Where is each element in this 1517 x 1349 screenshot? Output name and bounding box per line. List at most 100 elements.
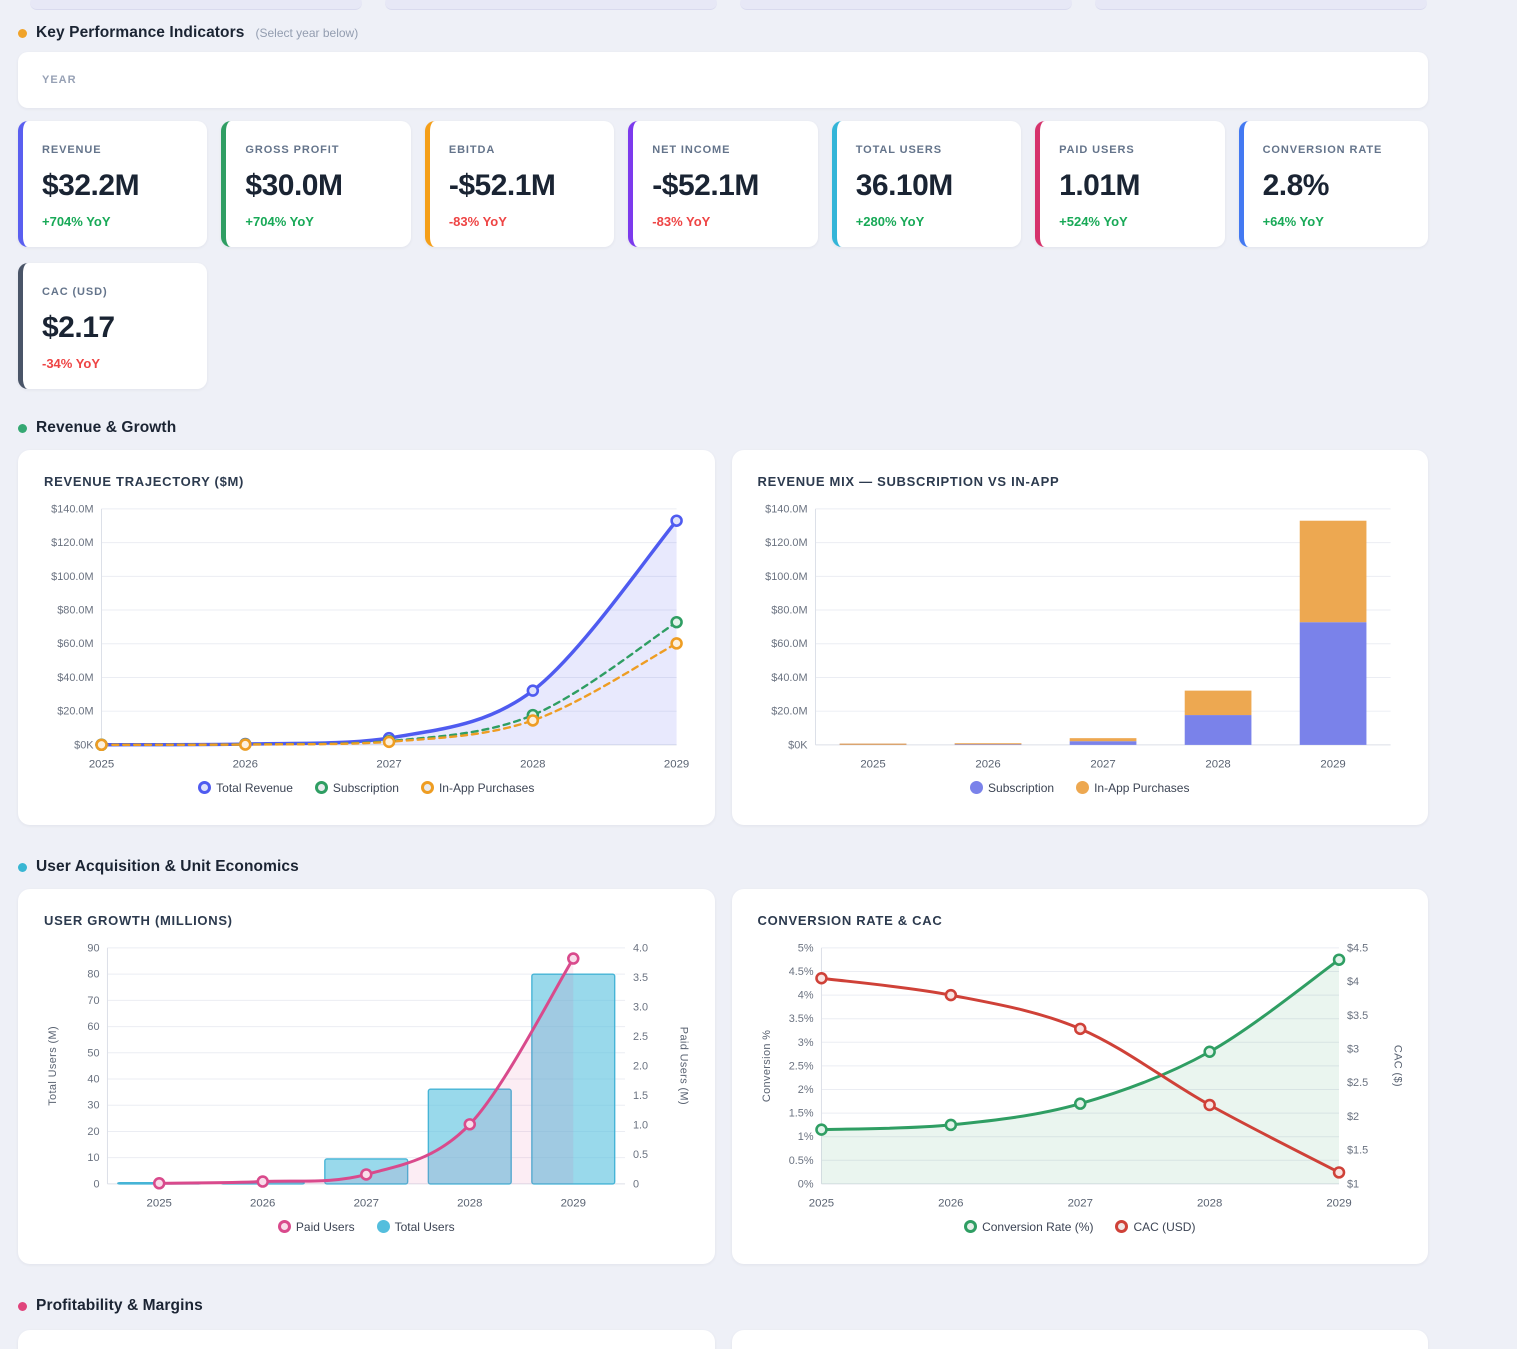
kpi-label: EBITDA xyxy=(448,144,496,156)
svg-text:1.5%: 1.5% xyxy=(788,1108,813,1120)
legend-item[interactable]: Total Revenue xyxy=(198,781,293,795)
svg-text:70: 70 xyxy=(87,995,99,1007)
legend-item[interactable]: In-App Purchases xyxy=(1076,781,1189,795)
svg-text:2025: 2025 xyxy=(89,759,114,771)
kpi-card: CAC (USD) $2.17 -34% YoY xyxy=(18,263,208,389)
svg-text:$120.0M: $120.0M xyxy=(765,537,807,549)
kpi-label: CAC (USD) xyxy=(42,286,108,298)
svg-text:2029: 2029 xyxy=(664,759,689,771)
svg-text:$2.5: $2.5 xyxy=(1346,1077,1367,1089)
svg-text:Total Users (M): Total Users (M) xyxy=(47,1026,59,1106)
legend-label: In-App Purchases xyxy=(438,780,535,795)
conversion-cac-plot: 0% 0.5% 1% 1.5% 2% 2.5% 3% 3.5% 4% 4.5% 5% $1 $1.5 $2… xyxy=(760,942,1402,1210)
legend-item[interactable]: Subscription xyxy=(314,781,399,795)
svg-text:$60.0M: $60.0M xyxy=(771,638,807,650)
svg-text:2029: 2029 xyxy=(561,1198,586,1210)
svg-text:2.0: 2.0 xyxy=(633,1060,648,1072)
svg-text:2.5: 2.5 xyxy=(633,1031,648,1043)
legend-item[interactable]: In-App Purchases xyxy=(420,780,535,795)
chart-title: USER GROWTH (MILLIONS) xyxy=(44,913,233,928)
legend-item[interactable]: Conversion Rate (%) xyxy=(964,1220,1093,1234)
svg-text:2027: 2027 xyxy=(1090,759,1115,771)
users-section-dot-icon xyxy=(18,862,27,872)
kpi-delta: -83% YoY xyxy=(652,214,711,229)
kpi-section-header: Key Performance Indicators (Select year … xyxy=(18,22,1428,44)
svg-text:2027: 2027 xyxy=(1067,1198,1092,1210)
conversion-cac-chart: 0% 0.5% 1% 1.5% 2% 2.5% 3% 3.5% 4% 4.5% 5% $1 $1.5 $2… xyxy=(758,938,1403,1234)
top-pill-4[interactable] xyxy=(1095,0,1427,10)
svg-text:2028: 2028 xyxy=(457,1198,482,1210)
revenue-mix-card: REVENUE MIX — SUBSCRIPTION VS IN-APP $0K… xyxy=(731,450,1428,825)
legend-label: Conversion Rate (%) xyxy=(982,1219,1094,1234)
svg-text:$100.0M: $100.0M xyxy=(51,571,93,583)
svg-text:$1.5: $1.5 xyxy=(1346,1145,1367,1157)
legend-swatch-icon xyxy=(420,781,434,795)
svg-text:$100.0M: $100.0M xyxy=(765,571,807,583)
revenue-trajectory-card: REVENUE TRAJECTORY ($M) $0K $20.0M $40.0M $… xyxy=(18,450,715,825)
svg-text:3.0: 3.0 xyxy=(633,1001,648,1013)
svg-text:$40.0M: $40.0M xyxy=(57,672,93,684)
svg-text:0.5: 0.5 xyxy=(633,1149,648,1161)
kpi-value: $2.17 xyxy=(42,311,115,344)
user-growth-chart: 0 10 20 30 40 50 60 70 80 90 0 0.5 1.0 1.5 2.0 2.5 3.0 3.… xyxy=(44,938,689,1234)
year-select[interactable]: YEAR xyxy=(18,52,1428,108)
svg-text:60: 60 xyxy=(87,1021,99,1033)
chart-legend: Paid Users Total Users xyxy=(44,1220,689,1234)
svg-text:0.5%: 0.5% xyxy=(788,1155,813,1167)
profitability-card-right xyxy=(731,1330,1428,1349)
svg-text:40: 40 xyxy=(87,1073,99,1085)
svg-text:$1: $1 xyxy=(1346,1178,1358,1190)
legend-swatch-icon xyxy=(1115,1220,1129,1234)
svg-text:3.5: 3.5 xyxy=(633,972,648,984)
kpi-label: TOTAL USERS xyxy=(855,144,943,156)
svg-text:2025: 2025 xyxy=(808,1198,833,1210)
user-growth-card: USER GROWTH (MILLIONS) 0 10 20 30 40 50 60 70 80… xyxy=(18,889,715,1264)
svg-text:2027: 2027 xyxy=(376,759,401,771)
kpi-value: $30.0M xyxy=(245,169,343,202)
legend-swatch-icon xyxy=(1076,781,1090,795)
svg-text:$80.0M: $80.0M xyxy=(57,605,93,617)
revenue-mix-chart: $0K $20.0M $40.0M $60.0M $80.0M $100.0M $120.0… xyxy=(758,499,1403,795)
legend-item[interactable]: Total Users xyxy=(376,1219,455,1234)
svg-text:1.0: 1.0 xyxy=(633,1119,648,1131)
year-select-label: YEAR xyxy=(42,74,77,86)
svg-text:90: 90 xyxy=(87,942,99,954)
kpi-value: 2.8% xyxy=(1262,169,1330,202)
svg-text:$20.0M: $20.0M xyxy=(57,706,93,718)
svg-text:2%: 2% xyxy=(797,1084,813,1096)
svg-text:50: 50 xyxy=(87,1047,99,1059)
svg-text:20: 20 xyxy=(87,1126,99,1138)
legend-label: CAC (USD) xyxy=(1133,1219,1196,1234)
chart-legend: Subscription In-App Purchases xyxy=(758,781,1403,795)
svg-text:2.5%: 2.5% xyxy=(788,1060,813,1072)
kpi-delta: -83% YoY xyxy=(448,214,507,229)
legend-swatch-icon xyxy=(198,781,212,795)
top-pill-1[interactable] xyxy=(30,0,362,10)
svg-text:2026: 2026 xyxy=(938,1198,963,1210)
kpi-delta: +704% YoY xyxy=(245,214,314,229)
svg-text:$4.5: $4.5 xyxy=(1346,942,1367,954)
top-pills-row xyxy=(30,0,1427,10)
svg-text:$20.0M: $20.0M xyxy=(771,706,807,718)
chart-legend: Total Revenue Subscription In-App Purchase… xyxy=(44,781,689,795)
legend-swatch-icon xyxy=(376,1220,390,1234)
legend-label: Total Users xyxy=(394,1219,455,1234)
profitability-section-dot-icon xyxy=(18,1301,27,1311)
legend-item[interactable]: Subscription xyxy=(970,781,1054,795)
revenue-section-dot-icon xyxy=(18,423,27,433)
svg-text:2028: 2028 xyxy=(520,759,545,771)
svg-text:1%: 1% xyxy=(797,1131,813,1143)
svg-text:Conversion %: Conversion % xyxy=(760,1030,772,1103)
kpi-delta: +524% YoY xyxy=(1059,214,1128,229)
legend-item[interactable]: CAC (USD) xyxy=(1115,1220,1195,1234)
chart-title: REVENUE TRAJECTORY ($M) xyxy=(44,474,245,489)
kpi-card: PAID USERS 1.01M +524% YoY xyxy=(1035,121,1225,247)
chart-legend: Conversion Rate (%) CAC (USD) xyxy=(758,1220,1403,1234)
legend-swatch-icon xyxy=(970,781,984,795)
top-pill-2[interactable] xyxy=(385,0,717,10)
kpi-grid: REVENUE $32.2M +704% YoY GROSS PROFIT $3… xyxy=(18,121,1428,389)
top-pill-3[interactable] xyxy=(740,0,1072,10)
kpi-delta: -34% YoY xyxy=(42,356,101,371)
legend-item[interactable]: Paid Users xyxy=(277,1220,355,1234)
svg-text:$40.0M: $40.0M xyxy=(771,672,807,684)
